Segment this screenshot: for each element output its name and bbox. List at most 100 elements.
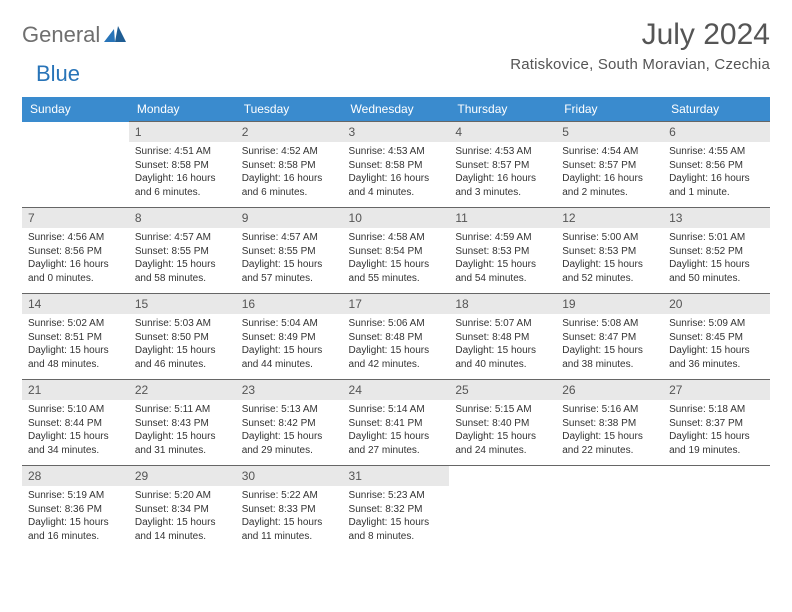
day-number: 22 [129, 380, 236, 400]
day-number: 14 [22, 294, 129, 314]
logo-triangle-icon [104, 26, 126, 47]
day-details: Sunrise: 4:54 AMSunset: 8:57 PMDaylight:… [556, 142, 663, 203]
day-details: Sunrise: 4:57 AMSunset: 8:55 PMDaylight:… [236, 228, 343, 289]
day-details: Sunrise: 5:18 AMSunset: 8:37 PMDaylight:… [663, 400, 770, 461]
calendar-cell: 27Sunrise: 5:18 AMSunset: 8:37 PMDayligh… [663, 380, 770, 466]
day-details: Sunrise: 5:11 AMSunset: 8:43 PMDaylight:… [129, 400, 236, 461]
calendar-cell: 6Sunrise: 4:55 AMSunset: 8:56 PMDaylight… [663, 122, 770, 208]
day-details: Sunrise: 5:23 AMSunset: 8:32 PMDaylight:… [343, 486, 450, 547]
weekday-header: Sunday [22, 97, 129, 122]
calendar-cell: 2Sunrise: 4:52 AMSunset: 8:58 PMDaylight… [236, 122, 343, 208]
day-details: Sunrise: 4:56 AMSunset: 8:56 PMDaylight:… [22, 228, 129, 289]
calendar-cell: 24Sunrise: 5:14 AMSunset: 8:41 PMDayligh… [343, 380, 450, 466]
day-number: 17 [343, 294, 450, 314]
day-details: Sunrise: 5:20 AMSunset: 8:34 PMDaylight:… [129, 486, 236, 547]
day-details: Sunrise: 4:59 AMSunset: 8:53 PMDaylight:… [449, 228, 556, 289]
day-number: 12 [556, 208, 663, 228]
day-number: 23 [236, 380, 343, 400]
calendar-cell: 8Sunrise: 4:57 AMSunset: 8:55 PMDaylight… [129, 208, 236, 294]
calendar-cell: 20Sunrise: 5:09 AMSunset: 8:45 PMDayligh… [663, 294, 770, 380]
calendar-cell [556, 466, 663, 552]
day-details: Sunrise: 4:57 AMSunset: 8:55 PMDaylight:… [129, 228, 236, 289]
calendar-cell: 31Sunrise: 5:23 AMSunset: 8:32 PMDayligh… [343, 466, 450, 552]
day-details: Sunrise: 5:09 AMSunset: 8:45 PMDaylight:… [663, 314, 770, 375]
day-details: Sunrise: 5:22 AMSunset: 8:33 PMDaylight:… [236, 486, 343, 547]
day-details: Sunrise: 5:10 AMSunset: 8:44 PMDaylight:… [22, 400, 129, 461]
calendar-cell [22, 122, 129, 208]
day-number: 9 [236, 208, 343, 228]
day-number: 21 [22, 380, 129, 400]
calendar-cell: 26Sunrise: 5:16 AMSunset: 8:38 PMDayligh… [556, 380, 663, 466]
calendar-cell: 14Sunrise: 5:02 AMSunset: 8:51 PMDayligh… [22, 294, 129, 380]
day-number: 13 [663, 208, 770, 228]
weekday-header-row: SundayMondayTuesdayWednesdayThursdayFrid… [22, 97, 770, 122]
day-number: 31 [343, 466, 450, 486]
day-details: Sunrise: 5:03 AMSunset: 8:50 PMDaylight:… [129, 314, 236, 375]
logo-text-general: General [22, 22, 100, 48]
calendar-cell [449, 466, 556, 552]
calendar-cell: 12Sunrise: 5:00 AMSunset: 8:53 PMDayligh… [556, 208, 663, 294]
day-number: 7 [22, 208, 129, 228]
day-number: 1 [129, 122, 236, 142]
calendar-cell: 13Sunrise: 5:01 AMSunset: 8:52 PMDayligh… [663, 208, 770, 294]
day-details: Sunrise: 4:53 AMSunset: 8:58 PMDaylight:… [343, 142, 450, 203]
calendar-cell: 3Sunrise: 4:53 AMSunset: 8:58 PMDaylight… [343, 122, 450, 208]
day-details: Sunrise: 5:04 AMSunset: 8:49 PMDaylight:… [236, 314, 343, 375]
day-number: 8 [129, 208, 236, 228]
day-number: 15 [129, 294, 236, 314]
calendar-cell: 28Sunrise: 5:19 AMSunset: 8:36 PMDayligh… [22, 466, 129, 552]
day-number: 27 [663, 380, 770, 400]
calendar-cell: 25Sunrise: 5:15 AMSunset: 8:40 PMDayligh… [449, 380, 556, 466]
calendar-cell: 23Sunrise: 5:13 AMSunset: 8:42 PMDayligh… [236, 380, 343, 466]
calendar-cell: 4Sunrise: 4:53 AMSunset: 8:57 PMDaylight… [449, 122, 556, 208]
day-details: Sunrise: 5:19 AMSunset: 8:36 PMDaylight:… [22, 486, 129, 547]
day-number: 18 [449, 294, 556, 314]
day-number: 26 [556, 380, 663, 400]
day-number: 16 [236, 294, 343, 314]
calendar-cell: 1Sunrise: 4:51 AMSunset: 8:58 PMDaylight… [129, 122, 236, 208]
day-number: 3 [343, 122, 450, 142]
calendar-cell: 29Sunrise: 5:20 AMSunset: 8:34 PMDayligh… [129, 466, 236, 552]
day-number: 2 [236, 122, 343, 142]
weekday-header: Wednesday [343, 97, 450, 122]
day-details: Sunrise: 5:13 AMSunset: 8:42 PMDaylight:… [236, 400, 343, 461]
day-details: Sunrise: 5:14 AMSunset: 8:41 PMDaylight:… [343, 400, 450, 461]
day-details: Sunrise: 5:08 AMSunset: 8:47 PMDaylight:… [556, 314, 663, 375]
calendar-cell: 7Sunrise: 4:56 AMSunset: 8:56 PMDaylight… [22, 208, 129, 294]
month-title: July 2024 [510, 18, 770, 52]
calendar-table: SundayMondayTuesdayWednesdayThursdayFrid… [22, 97, 770, 552]
day-number: 28 [22, 466, 129, 486]
location-text: Ratiskovice, South Moravian, Czechia [510, 56, 770, 73]
day-number: 29 [129, 466, 236, 486]
day-number: 19 [556, 294, 663, 314]
calendar-cell: 5Sunrise: 4:54 AMSunset: 8:57 PMDaylight… [556, 122, 663, 208]
weekday-header: Friday [556, 97, 663, 122]
calendar-cell [663, 466, 770, 552]
calendar-cell: 16Sunrise: 5:04 AMSunset: 8:49 PMDayligh… [236, 294, 343, 380]
day-details: Sunrise: 5:00 AMSunset: 8:53 PMDaylight:… [556, 228, 663, 289]
calendar-cell: 11Sunrise: 4:59 AMSunset: 8:53 PMDayligh… [449, 208, 556, 294]
logo: General [22, 18, 128, 48]
calendar-cell: 22Sunrise: 5:11 AMSunset: 8:43 PMDayligh… [129, 380, 236, 466]
calendar-cell: 21Sunrise: 5:10 AMSunset: 8:44 PMDayligh… [22, 380, 129, 466]
calendar-cell: 19Sunrise: 5:08 AMSunset: 8:47 PMDayligh… [556, 294, 663, 380]
calendar-cell: 17Sunrise: 5:06 AMSunset: 8:48 PMDayligh… [343, 294, 450, 380]
day-number: 4 [449, 122, 556, 142]
day-number: 20 [663, 294, 770, 314]
calendar-cell: 9Sunrise: 4:57 AMSunset: 8:55 PMDaylight… [236, 208, 343, 294]
weekday-header: Thursday [449, 97, 556, 122]
day-number: 30 [236, 466, 343, 486]
calendar-cell: 10Sunrise: 4:58 AMSunset: 8:54 PMDayligh… [343, 208, 450, 294]
day-number: 24 [343, 380, 450, 400]
calendar-cell: 30Sunrise: 5:22 AMSunset: 8:33 PMDayligh… [236, 466, 343, 552]
weekday-header: Saturday [663, 97, 770, 122]
day-details: Sunrise: 5:16 AMSunset: 8:38 PMDaylight:… [556, 400, 663, 461]
day-number: 10 [343, 208, 450, 228]
day-details: Sunrise: 5:06 AMSunset: 8:48 PMDaylight:… [343, 314, 450, 375]
calendar-cell: 18Sunrise: 5:07 AMSunset: 8:48 PMDayligh… [449, 294, 556, 380]
day-number: 11 [449, 208, 556, 228]
day-details: Sunrise: 5:15 AMSunset: 8:40 PMDaylight:… [449, 400, 556, 461]
day-number: 6 [663, 122, 770, 142]
day-details: Sunrise: 5:01 AMSunset: 8:52 PMDaylight:… [663, 228, 770, 289]
day-details: Sunrise: 4:58 AMSunset: 8:54 PMDaylight:… [343, 228, 450, 289]
